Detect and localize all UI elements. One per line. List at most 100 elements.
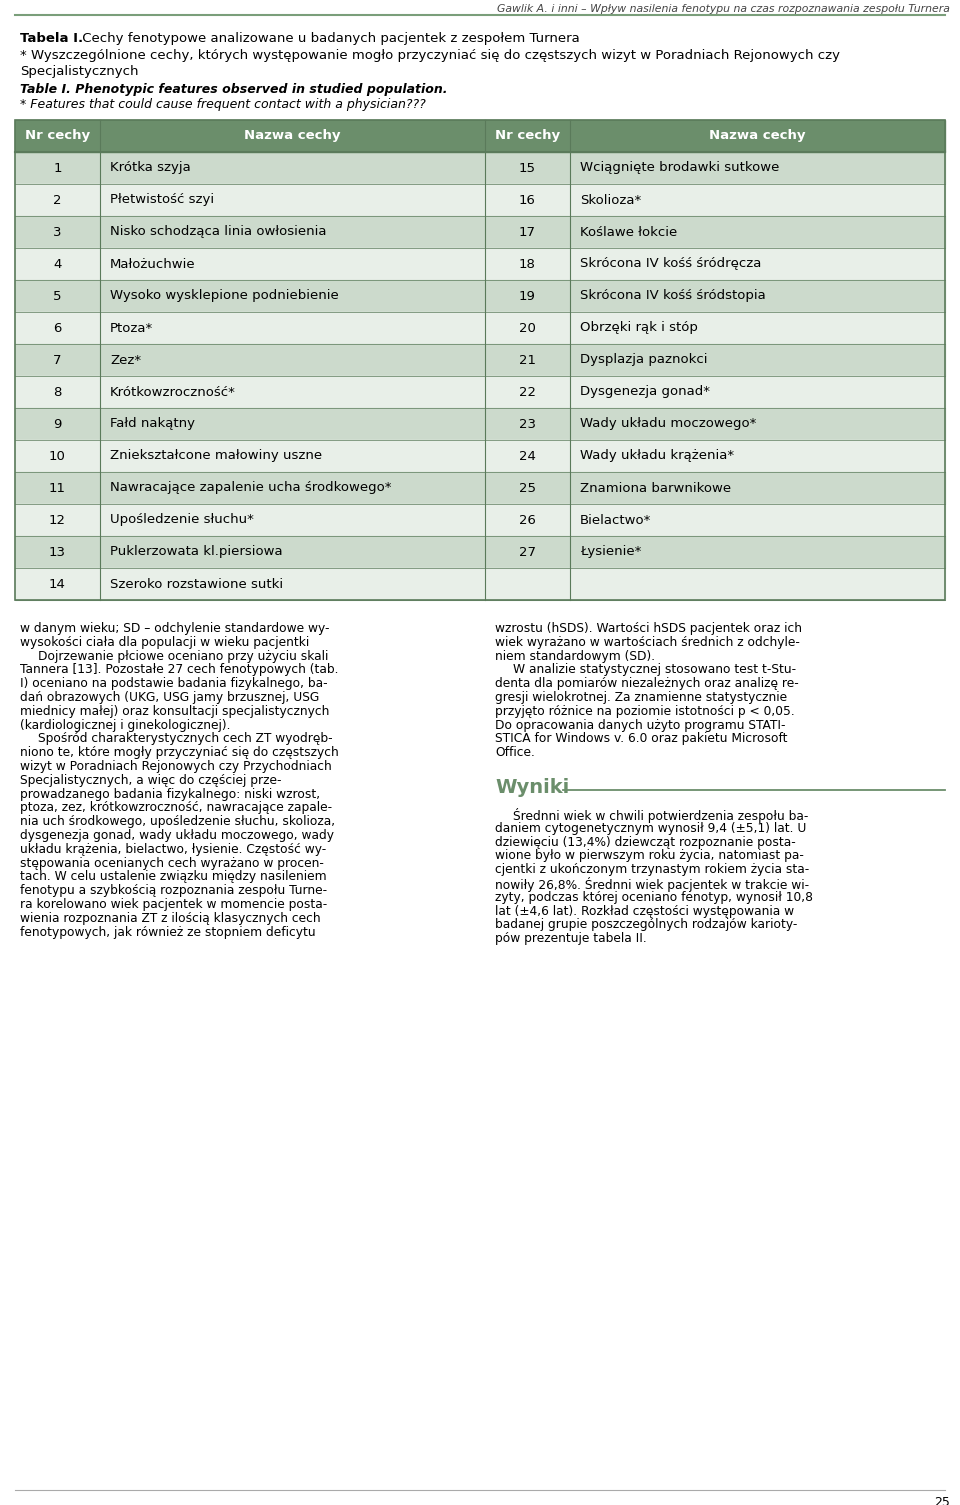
Text: Nazwa cechy: Nazwa cechy	[709, 129, 805, 143]
Text: 16: 16	[519, 194, 536, 206]
Bar	[15, 376, 945, 408]
Text: Wady układu krążenia*: Wady układu krążenia*	[580, 450, 734, 462]
Text: układu krążenia, bielactwo, łysienie. Częstość wy-: układu krążenia, bielactwo, łysienie. Cz…	[20, 843, 326, 856]
Text: Do opracowania danych użyto programu STATI-: Do opracowania danych użyto programu STA…	[495, 718, 785, 731]
Text: Skrócona IV kośś śródstopia: Skrócona IV kośś śródstopia	[580, 289, 766, 303]
Bar	[15, 280, 945, 312]
Text: * Features that could cause frequent contact with a physician???: * Features that could cause frequent con…	[20, 98, 425, 111]
Text: Średnni wiek w chwili potwierdzenia zespołu ba-: Średnni wiek w chwili potwierdzenia zesp…	[513, 808, 808, 823]
Text: prowadzanego badania fizykalnego: niski wzrost,: prowadzanego badania fizykalnego: niski …	[20, 787, 320, 801]
Text: Fałd nakątny: Fałd nakątny	[110, 417, 195, 430]
Text: wiek wyrażano w wartościach średnich z odchyle-: wiek wyrażano w wartościach średnich z o…	[495, 635, 800, 649]
Text: Płetwistość szyi: Płetwistość szyi	[110, 194, 214, 206]
Text: Skrócona IV kośś śródręcza: Skrócona IV kośś śródręcza	[580, 257, 761, 271]
Text: * Wyszczególnione cechy, których występowanie mogło przyczyniać się do częstszyc: * Wyszczególnione cechy, których występo…	[20, 50, 840, 62]
Text: 21: 21	[519, 354, 536, 367]
Text: Nazwa cechy: Nazwa cechy	[244, 129, 341, 143]
Text: Office.: Office.	[495, 746, 535, 759]
Text: 19: 19	[519, 289, 536, 303]
Text: Tabela I.: Tabela I.	[20, 32, 84, 45]
Text: I) oceniano na podstawie badania fizykalnego, ba-: I) oceniano na podstawie badania fizykal…	[20, 677, 327, 691]
Text: dań obrazowych (UKG, USG jamy brzusznej, USG: dań obrazowych (UKG, USG jamy brzusznej,…	[20, 691, 320, 704]
Text: Ptoza*: Ptoza*	[110, 322, 154, 334]
Text: pów prezentuje tabela II.: pów prezentuje tabela II.	[495, 932, 647, 945]
Bar	[15, 473, 945, 504]
Text: Cechy fenotypowe analizowane u badanych pacjentek z zespołem Turnera: Cechy fenotypowe analizowane u badanych …	[78, 32, 580, 45]
Text: 6: 6	[54, 322, 61, 334]
Text: wione było w pierwszym roku życia, natomiast pa-: wione było w pierwszym roku życia, natom…	[495, 849, 804, 862]
Text: cjentki z ukończonym trzynastym rokiem życia sta-: cjentki z ukończonym trzynastym rokiem ż…	[495, 864, 809, 876]
Text: 8: 8	[54, 385, 61, 399]
Text: Bielactwo*: Bielactwo*	[580, 513, 652, 527]
Text: 24: 24	[519, 450, 536, 462]
Text: 17: 17	[519, 226, 536, 238]
Text: Specjalistycznych: Specjalistycznych	[20, 65, 138, 78]
Text: 12: 12	[49, 513, 66, 527]
Text: 7: 7	[53, 354, 61, 367]
Bar	[485, 120, 570, 152]
Bar	[570, 120, 945, 152]
Text: przyjęto różnice na poziomie istotności p < 0,05.: przyjęto różnice na poziomie istotności …	[495, 704, 795, 718]
Text: Wyniki: Wyniki	[495, 778, 569, 798]
Text: 3: 3	[53, 226, 61, 238]
Text: 4: 4	[54, 257, 61, 271]
Bar	[15, 345, 945, 376]
Text: Krótka szyja: Krótka szyja	[110, 161, 191, 175]
Text: zyty, podczas której oceniano fenotyp, wynosił 10,8: zyty, podczas której oceniano fenotyp, w…	[495, 891, 813, 905]
Text: 11: 11	[49, 482, 66, 495]
Text: Skolioza*: Skolioza*	[580, 194, 641, 206]
Bar	[15, 120, 100, 152]
Text: 20: 20	[519, 322, 536, 334]
Text: Dojrzewanie płciowe oceniano przy użyciu skali: Dojrzewanie płciowe oceniano przy użyciu…	[38, 650, 328, 662]
Text: 15: 15	[519, 161, 536, 175]
Text: badanej grupie poszczególnych rodzajów karioty-: badanej grupie poszczególnych rodzajów k…	[495, 918, 798, 932]
Text: 1: 1	[53, 161, 61, 175]
Text: Zniekształcone małowiny uszne: Zniekształcone małowiny uszne	[110, 450, 323, 462]
Text: Tannera [13]. Pozostałe 27 cech fenotypowych (tab.: Tannera [13]. Pozostałe 27 cech fenotypo…	[20, 664, 339, 676]
Text: Gawlik A. i inni – Wpływ nasilenia fenotypu na czas rozpoznawania zespołu Turner: Gawlik A. i inni – Wpływ nasilenia fenot…	[497, 5, 950, 14]
Text: Upośledzenie słuchu*: Upośledzenie słuchu*	[110, 513, 253, 527]
Text: Nawracające zapalenie ucha środkowego*: Nawracające zapalenie ucha środkowego*	[110, 482, 392, 495]
Text: Specjalistycznych, a więc do częściej prze-: Specjalistycznych, a więc do częściej pr…	[20, 774, 281, 787]
Text: dziewięciu (13,4%) dziewcząt rozpoznanie posta-: dziewięciu (13,4%) dziewcząt rozpoznanie…	[495, 835, 796, 849]
Text: denta dla pomiarów niezależnych oraz analizę re-: denta dla pomiarów niezależnych oraz ana…	[495, 677, 799, 691]
Text: Znamiona barwnikowe: Znamiona barwnikowe	[580, 482, 732, 495]
Text: daniem cytogenetycznym wynosił 9,4 (±5,1) lat. U: daniem cytogenetycznym wynosił 9,4 (±5,1…	[495, 822, 806, 835]
Text: ptoza, zez, krótkowzroczność, nawracające zapale-: ptoza, zez, krótkowzroczność, nawracając…	[20, 801, 332, 814]
Text: wizyt w Poradniach Rejonowych czy Przychodniach: wizyt w Poradniach Rejonowych czy Przych…	[20, 760, 332, 774]
Bar	[15, 312, 945, 345]
Text: Puklerzowata kl.piersiowa: Puklerzowata kl.piersiowa	[110, 545, 282, 558]
Text: 9: 9	[54, 417, 61, 430]
Text: nowiły 26,8%. Średnni wiek pacjentek w trakcie wi-: nowiły 26,8%. Średnni wiek pacjentek w t…	[495, 877, 809, 892]
Text: (kardiologicznej i ginekologicznej).: (kardiologicznej i ginekologicznej).	[20, 718, 230, 731]
Text: 26: 26	[519, 513, 536, 527]
Text: Nr cechy: Nr cechy	[495, 129, 560, 143]
Text: Dysgenezja gonad*: Dysgenezja gonad*	[580, 385, 710, 399]
Text: 2: 2	[53, 194, 61, 206]
Bar	[15, 567, 945, 600]
Text: Wady układu moczowego*: Wady układu moczowego*	[580, 417, 756, 430]
Text: 27: 27	[519, 545, 536, 558]
Text: Nisko schodząca linia owłosienia: Nisko schodząca linia owłosienia	[110, 226, 326, 238]
Text: 18: 18	[519, 257, 536, 271]
Text: wysokości ciała dla populacji w wieku pacjentki: wysokości ciała dla populacji w wieku pa…	[20, 635, 309, 649]
Text: Nr cechy: Nr cechy	[25, 129, 90, 143]
Text: lat (±4,6 lat). Rozkład częstości występowania w: lat (±4,6 lat). Rozkład częstości występ…	[495, 905, 794, 918]
Bar	[15, 152, 945, 184]
Text: 10: 10	[49, 450, 66, 462]
Text: Szeroko rozstawione sutki: Szeroko rozstawione sutki	[110, 578, 283, 590]
Text: Koślawe łokcie: Koślawe łokcie	[580, 226, 677, 238]
Text: w danym wieku; SD – odchylenie standardowe wy-: w danym wieku; SD – odchylenie standardo…	[20, 622, 329, 635]
Text: Krótkowzroczność*: Krótkowzroczność*	[110, 385, 236, 399]
Text: fenotypu a szybkością rozpoznania zespołu Turne-: fenotypu a szybkością rozpoznania zespoł…	[20, 885, 327, 897]
Text: Wysoko wysklepione podniebienie: Wysoko wysklepione podniebienie	[110, 289, 339, 303]
Text: Obrzęki rąk i stóp: Obrzęki rąk i stóp	[580, 322, 698, 334]
Text: Wciągnięte brodawki sutkowe: Wciągnięte brodawki sutkowe	[580, 161, 780, 175]
Text: 23: 23	[519, 417, 536, 430]
Text: ra korelowano wiek pacjentek w momencie posta-: ra korelowano wiek pacjentek w momencie …	[20, 898, 327, 911]
Text: niem standardowym (SD).: niem standardowym (SD).	[495, 650, 655, 662]
Text: wzrostu (hSDS). Wartości hSDS pacjentek oraz ich: wzrostu (hSDS). Wartości hSDS pacjentek …	[495, 622, 802, 635]
Text: nia uch środkowego, upośledzenie słuchu, skolioza,: nia uch środkowego, upośledzenie słuchu,…	[20, 816, 335, 828]
Bar	[15, 536, 945, 567]
Bar	[100, 120, 485, 152]
